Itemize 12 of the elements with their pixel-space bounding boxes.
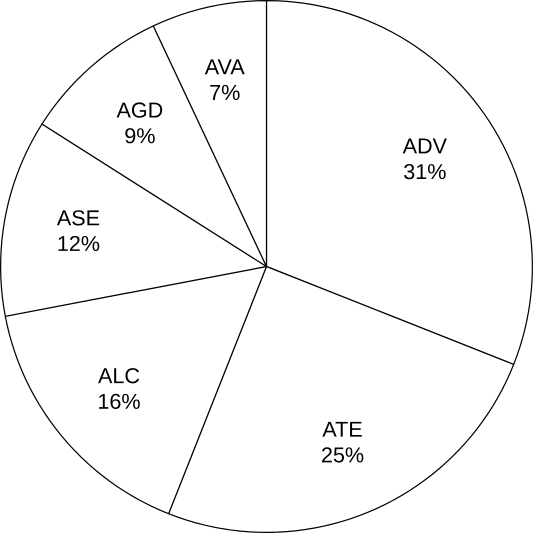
slice-label: AGD [116, 102, 162, 118]
slice-label: ALC [98, 368, 140, 384]
slice-label: ATE [322, 422, 362, 437]
data-label: 31% [404, 164, 446, 180]
data-label: 7% [210, 84, 240, 100]
data-label: 16% [99, 394, 140, 409]
data-label: 25% [322, 447, 364, 463]
slice-label: ASE [56, 210, 100, 226]
data-label: 12% [58, 236, 100, 252]
data-label: 9% [125, 128, 155, 144]
slice-label: ADV [402, 138, 447, 154]
slice-label: AVA [204, 59, 245, 74]
